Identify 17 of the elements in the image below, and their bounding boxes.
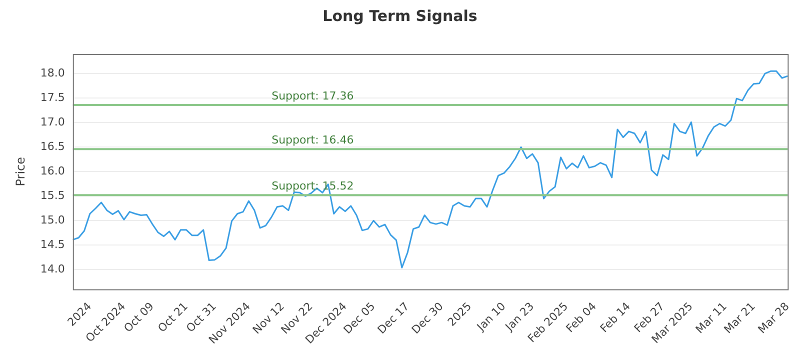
y-tick-label: 17.5: [40, 90, 65, 104]
x-tick-label: Mar 28: [756, 300, 792, 336]
y-tick-label: 18.0: [40, 66, 65, 80]
y-axis-title: Price: [13, 156, 28, 186]
y-tick-label: 17.0: [40, 115, 65, 128]
y-tick-label: 15.5: [40, 188, 65, 202]
chart-title: Long Term Signals: [322, 6, 478, 25]
ref-line-label: Support: 17.36: [272, 89, 354, 102]
ref-line-label: Support: 16.46: [272, 133, 354, 146]
x-tick-label: Dec 17: [375, 300, 412, 336]
y-tick-label: 14.5: [40, 238, 65, 251]
y-tick-label: 16.0: [40, 164, 65, 178]
x-tick-label: Dec 30: [409, 300, 446, 336]
y-tick-label: 15.0: [40, 213, 65, 226]
x-tick-label: Feb 14: [598, 300, 633, 336]
y-tick-label: 14.0: [40, 262, 65, 276]
y-tick-label: 16.5: [40, 140, 65, 153]
